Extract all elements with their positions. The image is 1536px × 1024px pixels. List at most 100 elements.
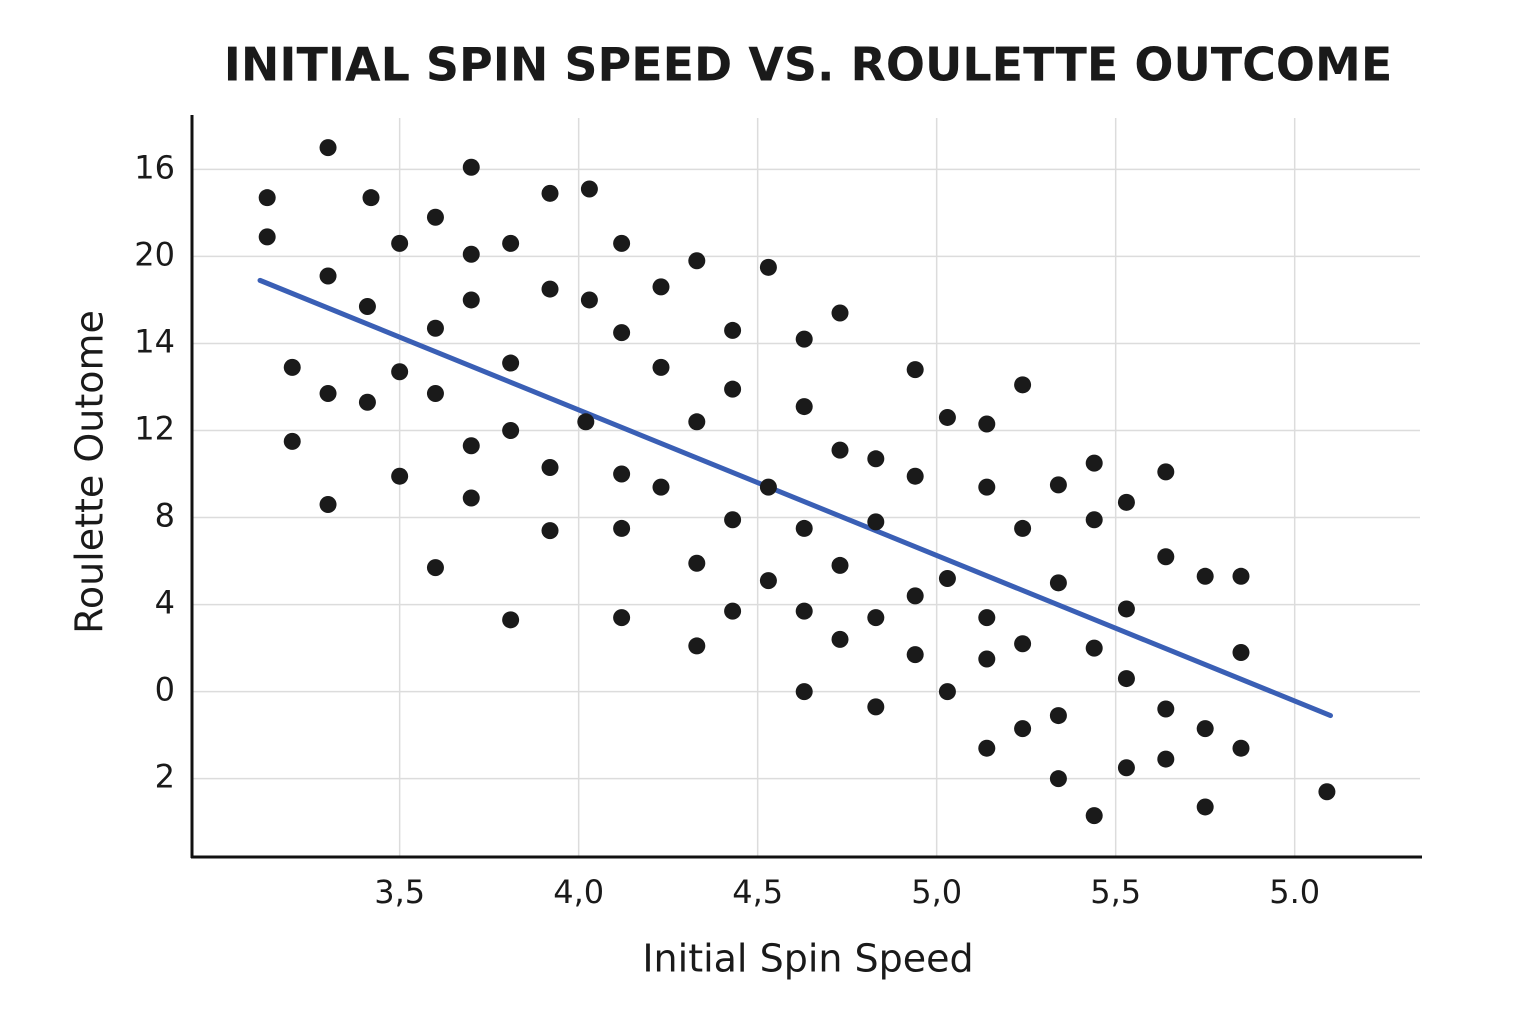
point (867, 609, 885, 627)
point (759, 258, 777, 276)
point (1085, 454, 1103, 472)
point (391, 467, 409, 485)
point (652, 358, 670, 376)
point (577, 413, 595, 431)
point (1196, 720, 1214, 738)
y-tick-label: 16 (134, 148, 175, 186)
point (502, 234, 520, 252)
x-tick-label: 5,5 (1090, 873, 1141, 911)
point (426, 559, 444, 577)
point (906, 646, 924, 664)
point (978, 478, 996, 496)
point (688, 413, 706, 431)
point (541, 459, 559, 477)
point (1232, 643, 1250, 661)
point (724, 511, 742, 529)
point (938, 408, 956, 426)
point (1232, 739, 1250, 757)
point (258, 189, 276, 207)
x-axis-label: Initial Spin Speed (642, 937, 973, 981)
point (1049, 574, 1067, 592)
point (462, 245, 480, 263)
point (831, 441, 849, 459)
point (1014, 519, 1032, 537)
point (795, 330, 813, 348)
y-tick-label: 4 (155, 584, 175, 622)
point (283, 358, 301, 376)
point (580, 291, 598, 309)
x-tick-label: 4,0 (553, 873, 604, 911)
trend-line (257, 277, 1333, 719)
point (867, 698, 885, 716)
point (502, 354, 520, 372)
point (938, 569, 956, 587)
point (978, 609, 996, 627)
point (283, 432, 301, 450)
point (1014, 720, 1032, 738)
point (831, 556, 849, 574)
point (724, 321, 742, 339)
x-tick-label: 5,0 (911, 873, 962, 911)
point (258, 228, 276, 246)
point (1085, 807, 1103, 825)
point (319, 495, 337, 513)
point (1117, 493, 1135, 511)
point (502, 611, 520, 629)
point (906, 467, 924, 485)
y-tick-label: 2 (155, 758, 175, 796)
point (613, 465, 631, 483)
point (759, 478, 777, 496)
point (724, 380, 742, 398)
point (795, 683, 813, 701)
point (541, 184, 559, 202)
point (580, 180, 598, 198)
point (978, 415, 996, 433)
point (1117, 670, 1135, 688)
y-tick-label: 8 (155, 497, 175, 535)
point (1232, 567, 1250, 585)
y-tick-label: 14 (134, 322, 175, 360)
point (688, 554, 706, 572)
point (358, 393, 376, 411)
point (1318, 783, 1336, 801)
point (688, 252, 706, 270)
point (541, 522, 559, 540)
point (1049, 476, 1067, 494)
point (426, 319, 444, 337)
chart-title: INITIAL SPIN SPEED VS. ROULETTE OUTCOME (224, 38, 1393, 92)
point (906, 587, 924, 605)
point (652, 278, 670, 296)
point (391, 234, 409, 252)
point (652, 478, 670, 496)
y-tick-label: 20 (134, 235, 175, 273)
point (831, 630, 849, 648)
point (1157, 750, 1175, 768)
point (319, 385, 337, 403)
point (613, 519, 631, 537)
y-tick-label: 12 (134, 410, 175, 448)
point (541, 280, 559, 298)
point (462, 291, 480, 309)
point (906, 361, 924, 379)
point (462, 158, 480, 176)
point (1049, 707, 1067, 725)
point (1157, 548, 1175, 566)
point (1157, 463, 1175, 481)
point (938, 683, 956, 701)
point (462, 489, 480, 507)
point (613, 234, 631, 252)
point (795, 602, 813, 620)
point (1014, 635, 1032, 653)
point (724, 602, 742, 620)
point (426, 385, 444, 403)
point (831, 304, 849, 322)
point (978, 650, 996, 668)
point (867, 513, 885, 531)
point (795, 519, 813, 537)
point (1117, 600, 1135, 618)
point (319, 139, 337, 157)
point (613, 324, 631, 342)
